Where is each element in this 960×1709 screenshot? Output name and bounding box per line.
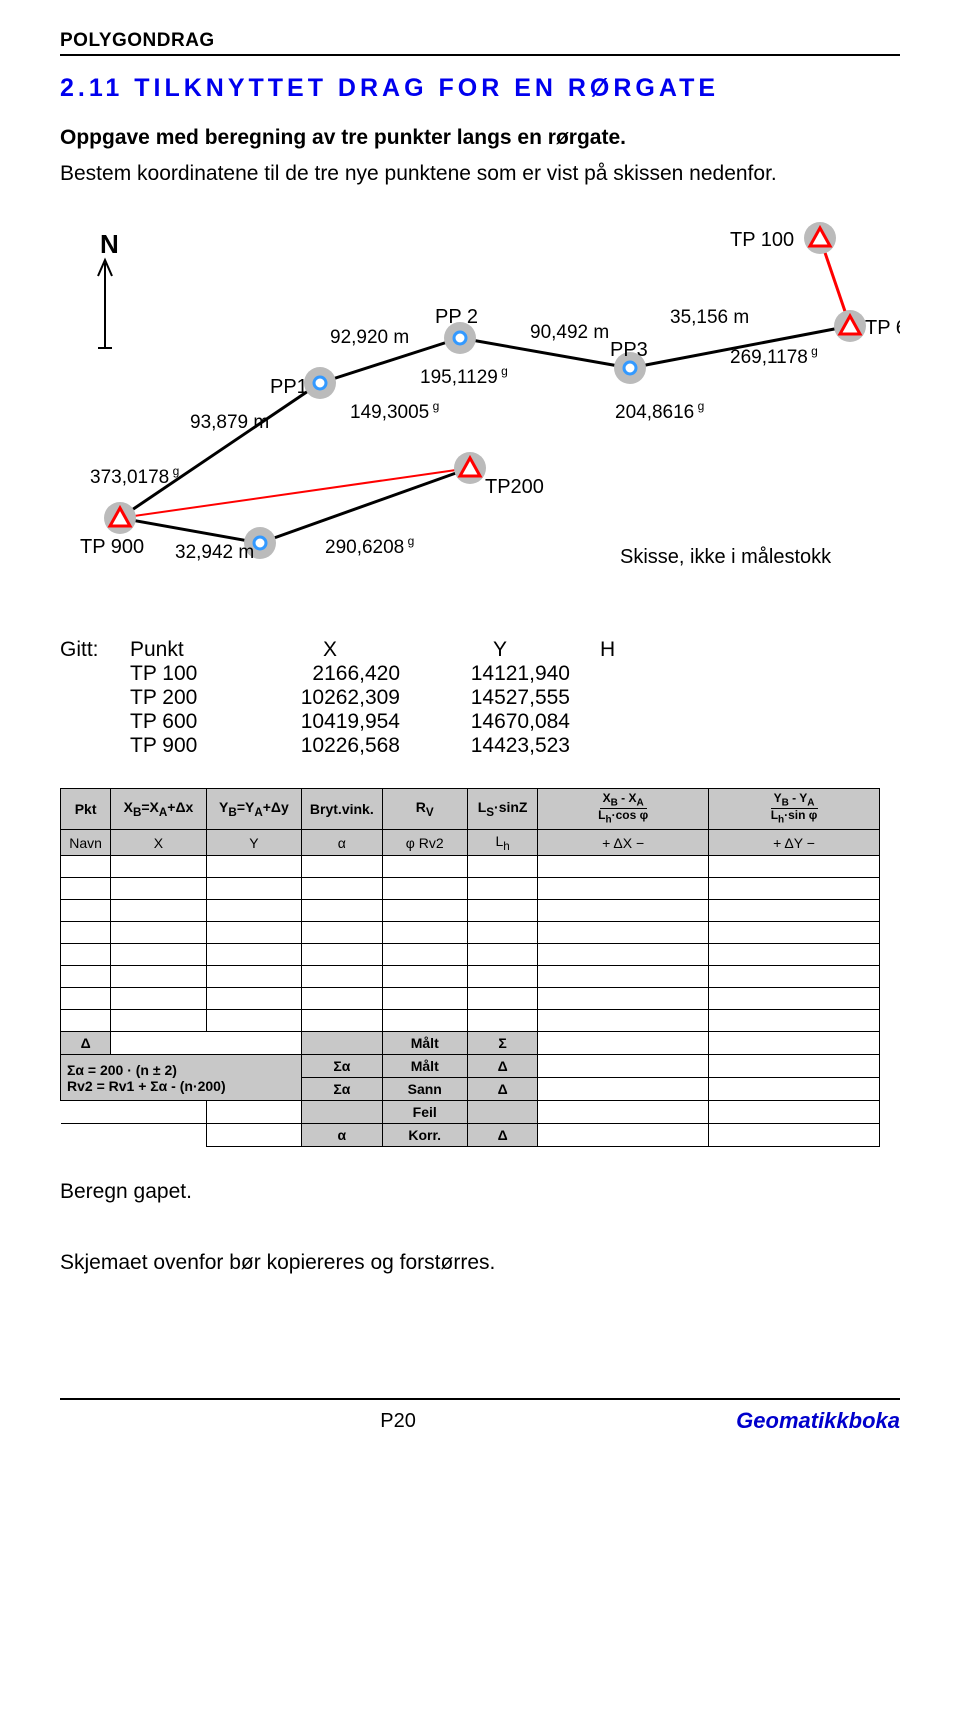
diagram: N TP 100 TP 600 PP3 PP 2 PP1 TP200 TP 900 35,156…	[60, 208, 900, 618]
svg-text:195,1129 g: 195,1129 g	[420, 364, 508, 388]
svg-text:32,942 m: 32,942 m	[175, 542, 254, 563]
svg-text:290,6208 g: 290,6208 g	[325, 534, 414, 558]
doc-header: POLYGONDRAG	[60, 30, 900, 56]
footer: P20 Geomatikkboka	[60, 1398, 900, 1434]
svg-text:269,1178 g: 269,1178 g	[730, 344, 818, 368]
svg-text:35,156 m: 35,156 m	[670, 307, 749, 328]
svg-text:N: N	[100, 229, 119, 259]
svg-text:PP1: PP1	[270, 376, 308, 398]
svg-text:90,492 m: 90,492 m	[530, 322, 609, 343]
given-data: Gitt:PunktXYHTP 1002166,42014121,940TP 2…	[60, 638, 900, 758]
svg-text:TP 600: TP 600	[865, 317, 900, 339]
section-title: 2.11 TILKNYTTET DRAG FOR EN RØRGATE	[60, 74, 900, 103]
intro-bold: Oppgave med beregning av tre punkter lan…	[60, 123, 900, 153]
svg-text:149,3005 g: 149,3005 g	[350, 399, 439, 423]
footer-book: Geomatikkboka	[736, 1408, 900, 1434]
svg-text:93,879 m: 93,879 m	[190, 412, 269, 433]
calc-table: PktXB=XA+ΔxYB=YA+ΔyBryt.vink.RVLS·sinZXB…	[60, 788, 880, 1148]
footer-page: P20	[380, 1410, 416, 1433]
svg-text:PP 2: PP 2	[435, 306, 478, 328]
svg-text:92,920 m: 92,920 m	[330, 327, 409, 348]
page: POLYGONDRAG 2.11 TILKNYTTET DRAG FOR EN …	[0, 0, 960, 1474]
svg-text:TP200: TP200	[485, 476, 544, 498]
svg-text:204,8616 g: 204,8616 g	[615, 399, 704, 423]
intro-plain: Bestem koordinatene til de tre nye punkt…	[60, 159, 900, 189]
post-line2: Skjemaet ovenfor bør kopiereres og forst…	[60, 1248, 900, 1278]
svg-text:TP 100: TP 100	[730, 229, 794, 251]
svg-text:Skisse, ikke i målestokk: Skisse, ikke i målestokk	[620, 546, 832, 568]
svg-text:PP3: PP3	[610, 339, 648, 361]
svg-text:TP 900: TP 900	[80, 536, 144, 558]
post-line1: Beregn gapet.	[60, 1177, 900, 1207]
calc-table-wrap: PktXB=XA+ΔxYB=YA+ΔyBryt.vink.RVLS·sinZXB…	[60, 788, 900, 1148]
svg-text:373,0178 g: 373,0178 g	[90, 464, 179, 488]
